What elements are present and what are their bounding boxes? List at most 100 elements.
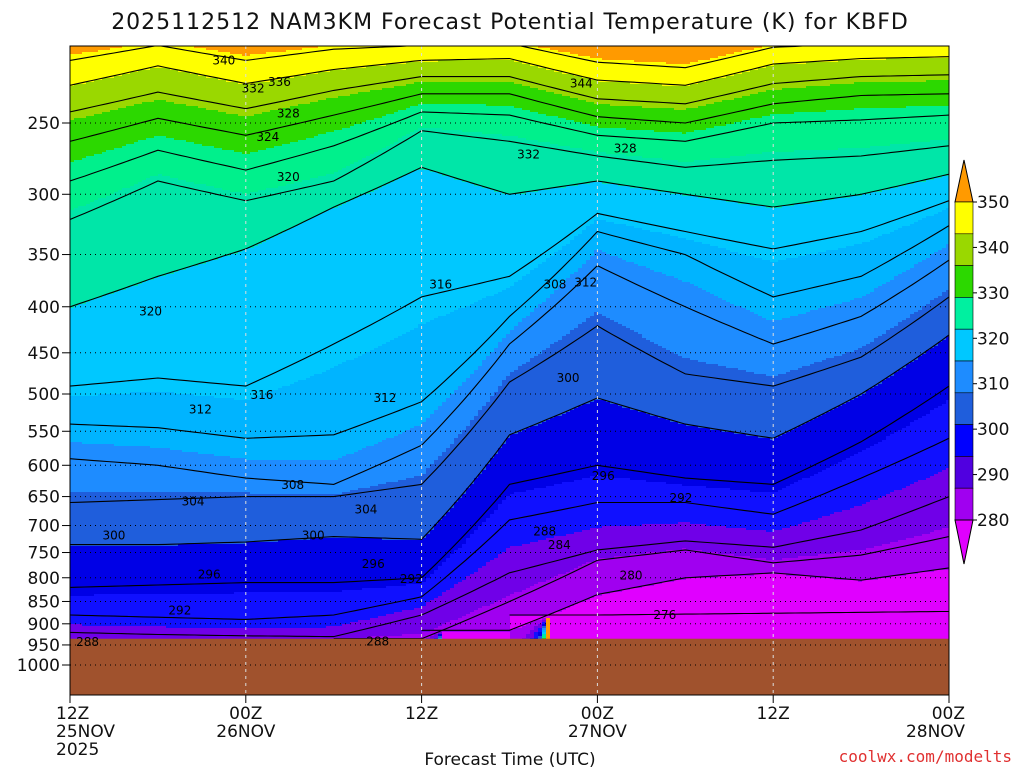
fill-cell xyxy=(658,62,663,85)
fill-cell xyxy=(550,92,555,117)
fill-cell xyxy=(626,156,631,187)
fill-cell xyxy=(894,490,899,543)
fill-cell xyxy=(386,482,391,541)
fill-cell xyxy=(134,446,139,493)
fill-cell xyxy=(810,520,815,557)
fill-cell xyxy=(686,132,691,163)
fill-cell xyxy=(298,76,303,105)
fill-cell xyxy=(370,588,375,619)
fill-cell xyxy=(410,540,415,585)
fill-cell xyxy=(674,194,679,237)
fill-cell xyxy=(406,62,411,85)
fill-cell xyxy=(742,308,747,371)
fill-cell xyxy=(766,492,771,533)
fill-cell xyxy=(758,574,763,695)
fill-cell xyxy=(86,302,91,397)
fill-cell xyxy=(122,446,127,493)
fill-cell xyxy=(946,468,949,529)
fill-cell xyxy=(902,226,907,273)
fill-cell xyxy=(430,104,435,129)
fill-cell xyxy=(470,374,475,421)
fill-cell xyxy=(246,400,251,461)
fill-cell xyxy=(158,392,163,449)
fill-cell xyxy=(630,410,635,481)
fill-cell xyxy=(442,452,447,517)
fill-cell xyxy=(598,250,603,315)
fill-cell xyxy=(850,400,855,457)
fill-cell xyxy=(778,574,783,695)
fill-cell xyxy=(418,476,423,541)
fill-cell xyxy=(922,58,927,83)
fill-cell xyxy=(262,190,267,243)
fill-cell xyxy=(834,356,839,409)
fill-cell xyxy=(546,616,551,619)
fill-cell xyxy=(190,394,195,453)
isentrope-308 xyxy=(70,259,949,485)
fill-cell xyxy=(414,426,419,477)
fill-cell xyxy=(386,114,391,147)
fill-cell xyxy=(322,176,327,213)
fill-cell xyxy=(494,602,499,633)
fill-cell xyxy=(78,206,83,305)
fill-cell xyxy=(78,160,83,207)
fill-cell xyxy=(350,590,355,623)
fill-cell xyxy=(774,438,779,493)
fill-cell xyxy=(542,634,547,637)
fill-cell xyxy=(770,114,775,153)
fill-cell xyxy=(502,136,507,195)
fill-cell xyxy=(286,50,291,79)
contour-label: 296 xyxy=(198,567,221,581)
fill-cell xyxy=(294,46,299,51)
fill-cell xyxy=(262,150,267,191)
fill-cell xyxy=(194,46,199,49)
fill-cell xyxy=(86,156,91,205)
fill-cell xyxy=(454,502,459,551)
fill-cell xyxy=(186,46,191,73)
fill-cell xyxy=(838,406,843,463)
fill-cell xyxy=(494,60,499,83)
fill-cell xyxy=(342,362,347,457)
fill-cell xyxy=(446,512,451,559)
fill-cell xyxy=(694,486,699,525)
fill-cell xyxy=(558,286,563,341)
fill-cell xyxy=(774,46,779,65)
fill-cell xyxy=(518,194,523,281)
fill-cell xyxy=(162,392,167,449)
fill-cell xyxy=(158,174,163,277)
fill-cell xyxy=(254,54,259,83)
fill-cell xyxy=(882,60,887,83)
fill-cell xyxy=(854,506,859,551)
fill-cell xyxy=(366,194,371,353)
fill-cell xyxy=(146,178,151,281)
fill-cell xyxy=(418,170,423,325)
fill-cell xyxy=(814,202,819,255)
fill-cell xyxy=(322,212,327,373)
fill-cell xyxy=(186,594,191,629)
fill-cell xyxy=(838,512,843,553)
fill-cell xyxy=(354,590,359,623)
fill-cell xyxy=(418,46,423,63)
fill-cell xyxy=(382,116,387,149)
fill-cell xyxy=(662,582,667,695)
fill-cell xyxy=(582,184,587,231)
fill-cell xyxy=(74,84,79,119)
fill-cell xyxy=(454,390,459,439)
fill-cell xyxy=(502,444,507,501)
fill-cell xyxy=(454,438,459,503)
y-tick-label: 550 xyxy=(28,422,60,442)
fill-cell xyxy=(222,256,227,399)
fill-cell xyxy=(698,60,703,83)
fill-cell xyxy=(890,542,895,577)
fill-cell xyxy=(730,124,735,157)
fill-cell xyxy=(586,150,591,185)
fill-cell xyxy=(114,192,119,293)
fill-cell xyxy=(426,602,431,633)
fill-cell xyxy=(310,460,315,495)
fill-cell xyxy=(658,346,663,419)
fill-cell xyxy=(810,310,815,365)
fill-cell xyxy=(886,46,891,59)
fill-cell xyxy=(746,490,751,531)
fill-cell xyxy=(226,594,231,629)
fill-cell xyxy=(454,180,459,311)
fill-cell xyxy=(570,570,575,607)
